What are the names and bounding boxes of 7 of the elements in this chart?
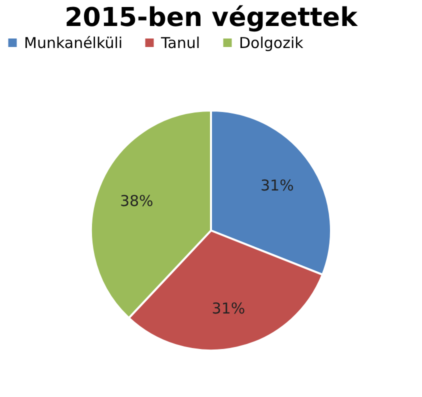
data-label: 31%: [260, 176, 294, 195]
data-label: 31%: [212, 300, 246, 318]
legend-label: Tanul: [160, 34, 200, 52]
data-label: 38%: [120, 192, 154, 210]
legend-label: Dolgozik: [239, 34, 304, 52]
chart-title: 2015-ben végzettek: [64, 3, 358, 33]
legend-label: Munkanélküli: [24, 34, 123, 52]
